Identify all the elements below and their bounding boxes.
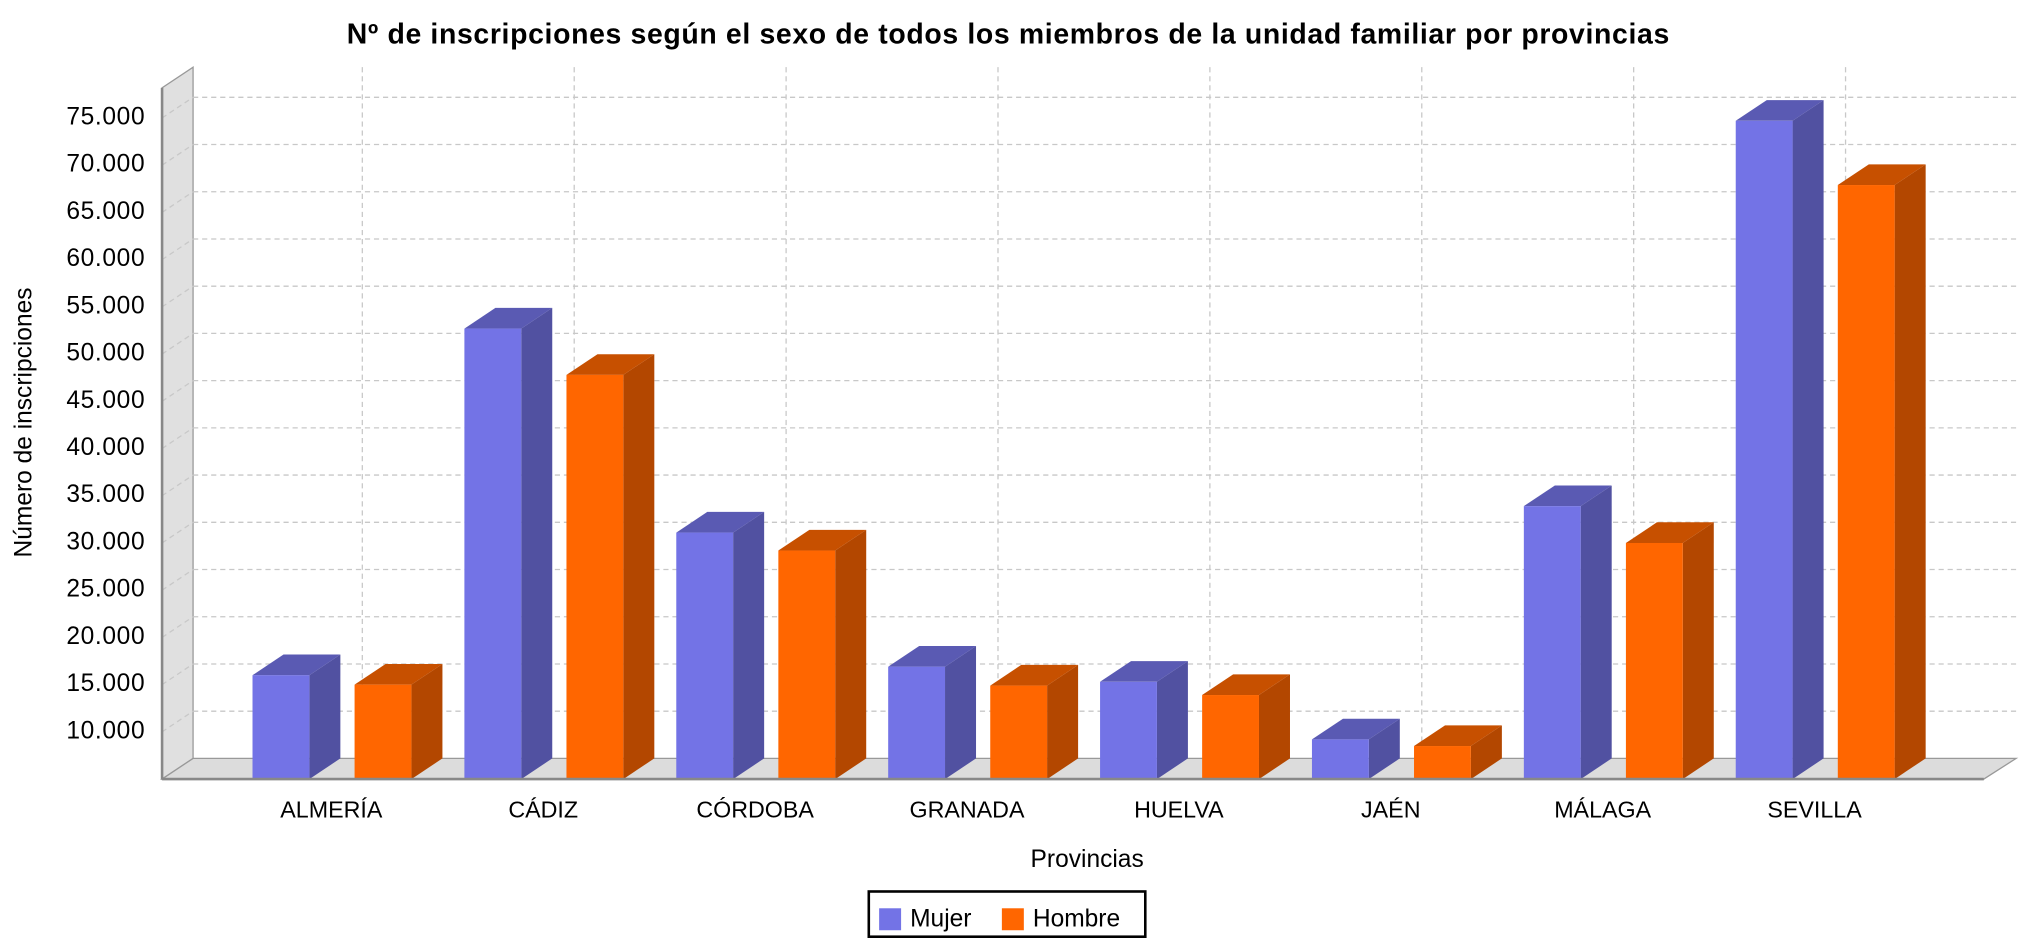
- tick-mark: [161, 568, 194, 591]
- bar-top: [1837, 164, 1926, 186]
- x-tick-label: ALMERÍA: [280, 797, 383, 823]
- bar-top: [888, 646, 977, 667]
- bar-top: [1202, 674, 1290, 696]
- bar-top: [1625, 522, 1714, 543]
- tick-mark: [161, 332, 194, 355]
- x-axis-label: Provincias: [1031, 846, 1144, 873]
- bar: [1202, 695, 1259, 780]
- bar-top: [778, 529, 867, 551]
- tick-mark: [161, 710, 194, 733]
- bar-top: [566, 354, 655, 375]
- bar-side: [835, 529, 867, 780]
- chart-title: Nº de inscripciones según el sexo de tod…: [347, 19, 1670, 51]
- bar-side: [623, 354, 655, 780]
- bar: [778, 550, 836, 780]
- bar: [1837, 185, 1895, 780]
- tick-mark: [161, 285, 194, 308]
- bar-top: [1311, 718, 1400, 740]
- bar-side: [733, 511, 765, 780]
- x-tick-label: CÓRDOBA: [696, 797, 814, 823]
- bar-side: [1792, 100, 1824, 780]
- bar-top: [1523, 485, 1612, 507]
- y-tick-label: 40.000: [66, 434, 145, 461]
- x-tick-label: GRANADA: [909, 797, 1024, 823]
- bar-top: [990, 664, 1079, 686]
- y-tick-label: 50.000: [66, 340, 145, 367]
- bar-top: [1735, 100, 1824, 121]
- bar-side: [1368, 718, 1400, 780]
- tick-mark: [161, 143, 194, 166]
- bar-top: [1414, 725, 1502, 747]
- bar-top: [464, 307, 553, 329]
- bar-side: [411, 663, 443, 780]
- tick-mark: [161, 663, 194, 686]
- legend: Mujer Hombre: [867, 890, 1147, 938]
- legend-label: Hombre: [1033, 905, 1120, 932]
- tick-mark: [161, 521, 194, 544]
- bar-side: [1470, 725, 1502, 780]
- tick-mark: [161, 380, 194, 402]
- y-tick-label: 65.000: [66, 198, 145, 225]
- bar-side: [945, 646, 977, 780]
- y-tick-label: 20.000: [66, 623, 145, 650]
- tick-mark: [161, 191, 194, 213]
- tick-mark: [161, 427, 194, 450]
- bar-side: [309, 654, 341, 780]
- y-tick-label: 25.000: [66, 576, 145, 603]
- bar-top: [354, 663, 443, 685]
- bar: [1311, 739, 1369, 780]
- x-tick-label: JAÉN: [1361, 797, 1420, 823]
- y-tick-label: 55.000: [66, 292, 145, 319]
- tick-mark: [161, 474, 194, 497]
- x-tick-label: HUELVA: [1134, 797, 1224, 823]
- y-tick-label: 35.000: [66, 481, 145, 508]
- bar-side: [1580, 485, 1612, 780]
- y-tick-label: 30.000: [66, 528, 145, 555]
- bar-side: [1258, 674, 1290, 780]
- y-axis-label: Número de inscripciones: [11, 288, 38, 558]
- y-tick-label: 45.000: [66, 387, 145, 414]
- bar: [252, 675, 310, 780]
- bar-side: [1047, 664, 1079, 780]
- y-tick-label: 60.000: [66, 245, 145, 272]
- bar-top: [1100, 661, 1188, 682]
- bar: [1414, 746, 1471, 780]
- legend-swatch: [1001, 908, 1024, 931]
- bar-top: [252, 654, 341, 676]
- left-wall: [161, 65, 194, 781]
- y-tick-label: 10.000: [66, 717, 145, 744]
- bar: [676, 532, 734, 780]
- bar: [1735, 120, 1793, 780]
- bar-top: [676, 511, 765, 533]
- bar: [1625, 542, 1683, 780]
- bar-side: [521, 307, 553, 780]
- bar-side: [1894, 164, 1926, 780]
- y-tick-label: 75.000: [66, 103, 145, 130]
- x-tick-label: CÁDIZ: [508, 797, 578, 823]
- x-tick-label: SEVILLA: [1767, 797, 1862, 823]
- bar: [566, 374, 624, 780]
- y-tick-label: 70.000: [66, 151, 145, 178]
- tick-mark: [161, 616, 194, 638]
- tick-mark: [161, 238, 194, 261]
- bar: [354, 684, 412, 780]
- bar: [990, 685, 1048, 780]
- bar: [1100, 681, 1157, 780]
- y-tick-label: 15.000: [66, 670, 145, 697]
- bars: [252, 100, 1926, 780]
- bar-side: [1156, 661, 1188, 780]
- bar: [464, 328, 522, 780]
- x-tick-label: MÁLAGA: [1554, 797, 1651, 823]
- tick-mark: [161, 96, 194, 119]
- bar-side: [1682, 522, 1714, 780]
- legend-label: Mujer: [910, 905, 971, 932]
- bar: [1523, 506, 1581, 780]
- legend-swatch: [879, 908, 902, 931]
- bar: [888, 666, 946, 780]
